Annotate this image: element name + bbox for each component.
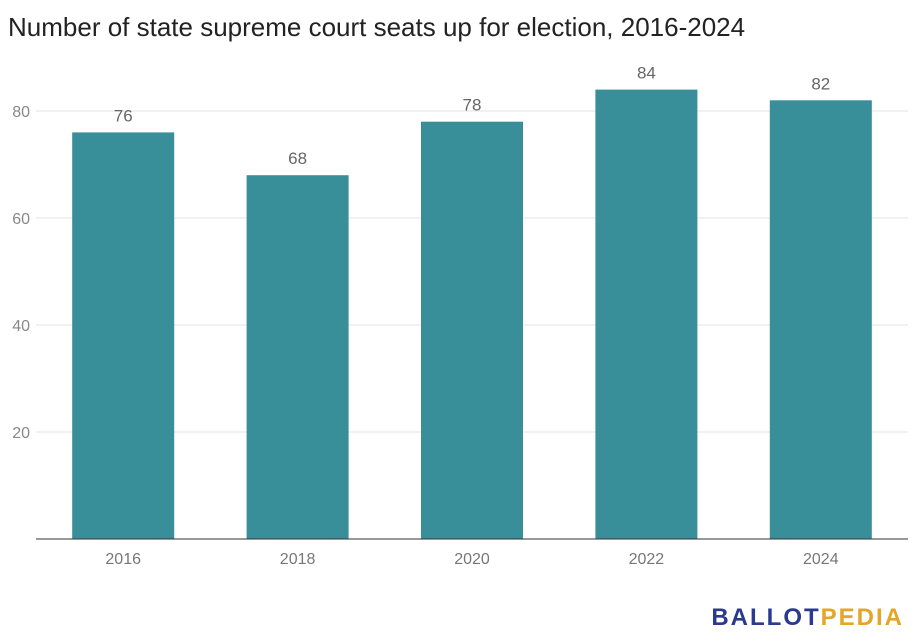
x-tick-label: 2020 <box>454 551 490 568</box>
x-tick-label: 2022 <box>629 551 665 568</box>
data-label: 78 <box>463 96 482 115</box>
y-tick-labels: 20 40 60 80 <box>12 104 30 442</box>
logo-part-pedia: PEDIA <box>820 604 904 631</box>
chart-title: Number of state supreme court seats up f… <box>8 12 746 42</box>
data-label: 76 <box>114 106 133 125</box>
bars <box>72 89 872 540</box>
bar-2016 <box>72 132 175 539</box>
ballotpedia-logo: BALLOTPEDIA <box>711 604 904 632</box>
data-label: 68 <box>288 149 307 168</box>
logo-part-ballot: BALLOT <box>711 604 821 631</box>
x-tick-label: 2024 <box>803 551 839 568</box>
y-tick-label: 80 <box>12 104 30 121</box>
bar-2018 <box>246 175 349 539</box>
y-tick-label: 40 <box>12 318 30 335</box>
bar-2024 <box>769 100 872 540</box>
x-tick-label: 2016 <box>105 551 141 568</box>
bar-2020 <box>421 121 523 539</box>
y-tick-label: 20 <box>12 425 30 442</box>
x-tick-labels: 2016 2018 2020 2022 2024 <box>105 551 838 568</box>
bar-2022 <box>595 89 698 539</box>
y-tick-label: 60 <box>12 211 30 228</box>
data-labels: 76 68 78 84 82 <box>114 64 831 169</box>
data-label: 82 <box>811 74 830 93</box>
data-label: 84 <box>637 64 656 83</box>
x-tick-label: 2018 <box>280 551 316 568</box>
